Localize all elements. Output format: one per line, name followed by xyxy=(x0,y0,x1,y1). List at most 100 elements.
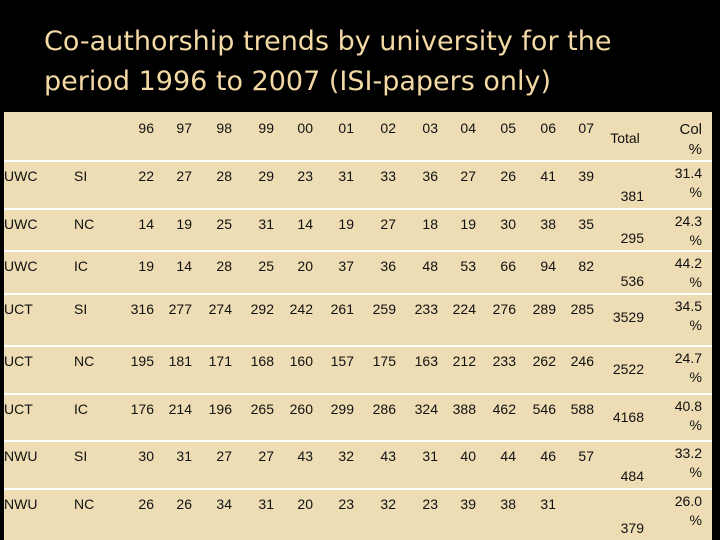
column-header: 96 xyxy=(138,120,154,136)
table-row: UWC NC 14 19 25 31 14 19 27 18 19 30 38 35 295 24.3 % xyxy=(4,208,712,250)
count: 19 xyxy=(338,216,354,232)
count: 44 xyxy=(500,448,516,464)
count: 25 xyxy=(258,258,274,274)
count: 94 xyxy=(540,258,556,274)
type: SI xyxy=(74,448,88,464)
count: 34 xyxy=(216,496,232,512)
count: 214 xyxy=(168,401,192,417)
column-header: 02 xyxy=(380,120,396,136)
count: 31 xyxy=(176,448,192,464)
count: 224 xyxy=(452,301,476,317)
type: SI xyxy=(74,168,88,184)
total: 484 xyxy=(620,468,644,484)
count: 39 xyxy=(578,168,594,184)
count: 38 xyxy=(500,496,516,512)
count: 20 xyxy=(297,496,313,512)
count: 22 xyxy=(138,168,154,184)
count: 546 xyxy=(532,401,556,417)
count: 212 xyxy=(452,353,476,369)
count: 262 xyxy=(532,353,556,369)
col-percent: 34.5 % xyxy=(674,298,702,333)
count: 31 xyxy=(540,496,556,512)
count: 31 xyxy=(422,448,438,464)
count: 30 xyxy=(500,216,516,232)
count: 176 xyxy=(130,401,154,417)
column-header: 04 xyxy=(460,120,476,136)
count: 14 xyxy=(176,258,192,274)
count: 242 xyxy=(289,301,313,317)
count: 157 xyxy=(330,353,354,369)
count: 285 xyxy=(570,301,594,317)
count: 299 xyxy=(330,401,354,417)
type: SI xyxy=(74,301,88,317)
count: 175 xyxy=(372,353,396,369)
count: 31 xyxy=(338,168,354,184)
total: 4168 xyxy=(612,409,644,425)
count: 324 xyxy=(414,401,438,417)
type: NC xyxy=(74,353,95,369)
count: 14 xyxy=(138,216,154,232)
column-header: 03 xyxy=(422,120,438,136)
type: NC xyxy=(74,216,95,232)
col-percent: 31.4 % xyxy=(674,165,702,200)
count: 23 xyxy=(422,496,438,512)
count: 19 xyxy=(460,216,476,232)
count: 276 xyxy=(492,301,516,317)
university: UCT xyxy=(4,301,33,317)
slide-title: Co-authorship trends by university for t… xyxy=(44,26,612,97)
count: 23 xyxy=(338,496,354,512)
count: 31 xyxy=(258,496,274,512)
type: NC xyxy=(74,496,95,512)
count: 259 xyxy=(372,301,396,317)
count: 36 xyxy=(380,258,396,274)
total: 3529 xyxy=(612,309,644,325)
count: 48 xyxy=(422,258,438,274)
column-header: 00 xyxy=(297,120,313,136)
count: 19 xyxy=(176,216,192,232)
count: 163 xyxy=(414,353,438,369)
count: 31 xyxy=(258,216,274,232)
count: 171 xyxy=(208,353,232,369)
table-row: UWC SI 22 27 28 29 23 31 33 36 27 26 41 39 381 31.4 % xyxy=(4,160,712,208)
count: 35 xyxy=(578,216,594,232)
university: NWU xyxy=(4,496,38,512)
count: 233 xyxy=(414,301,438,317)
table: 96 97 98 99 00 01 02 03 04 05 06 07 Total Col % UWC SI 2… xyxy=(4,112,712,540)
count: 46 xyxy=(540,448,556,464)
column-header: 07 xyxy=(578,120,594,136)
count: 168 xyxy=(250,353,274,369)
count: 32 xyxy=(338,448,354,464)
col-percent: 44.2 % xyxy=(674,255,702,290)
total: 295 xyxy=(620,230,644,246)
count: 462 xyxy=(492,401,516,417)
count: 19 xyxy=(138,258,154,274)
count: 274 xyxy=(208,301,232,317)
count: 27 xyxy=(258,448,274,464)
count: 261 xyxy=(330,301,354,317)
count: 388 xyxy=(452,401,476,417)
count: 286 xyxy=(372,401,396,417)
col-percent: 24.7 % xyxy=(674,350,702,385)
col-percent: 40.8 % xyxy=(674,398,702,433)
table-row: NWU NC 26 26 34 31 20 23 32 23 39 38 31 379 26.0 % xyxy=(4,488,712,540)
count: 27 xyxy=(460,168,476,184)
count: 53 xyxy=(460,258,476,274)
total: 379 xyxy=(620,520,644,536)
count: 26 xyxy=(138,496,154,512)
table-row: UCT NC 195 181 171 168 160 157 175 163 212 233 262 24… xyxy=(4,345,712,393)
count: 196 xyxy=(208,401,232,417)
header-row: 96 97 98 99 00 01 02 03 04 05 06 07 Total Col % xyxy=(4,112,712,160)
university: UWC xyxy=(4,258,38,274)
count: 20 xyxy=(297,258,313,274)
university: UCT xyxy=(4,401,33,417)
type: IC xyxy=(74,401,88,417)
count: 277 xyxy=(168,301,192,317)
count: 82 xyxy=(578,258,594,274)
count: 181 xyxy=(168,353,192,369)
table-row: NWU SI 30 31 27 27 43 32 43 31 40 44 46 57 484 33.2 % xyxy=(4,440,712,488)
count: 160 xyxy=(289,353,313,369)
column-header: 01 xyxy=(338,120,354,136)
count: 29 xyxy=(258,168,274,184)
type: IC xyxy=(74,258,88,274)
